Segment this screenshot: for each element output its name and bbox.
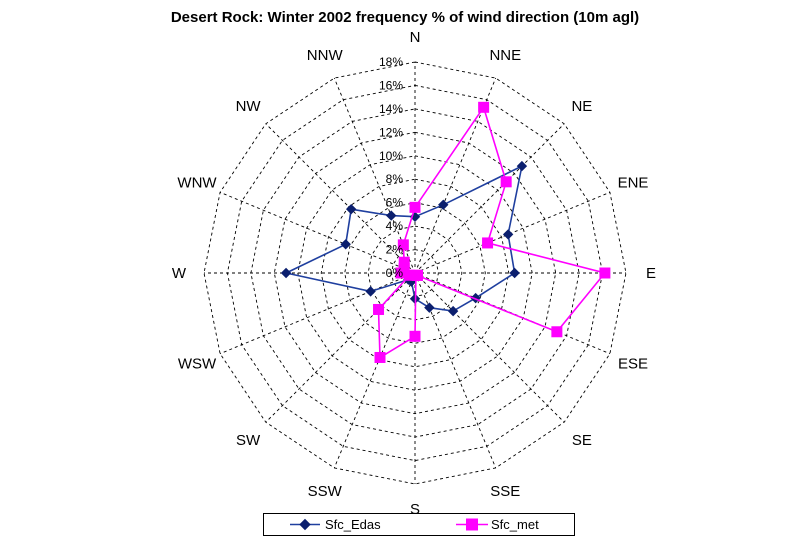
category-label-ene: ENE — [618, 175, 649, 192]
radial-tick-label: 6% — [386, 196, 404, 210]
category-label-s: S — [410, 501, 420, 518]
category-label-n: N — [410, 29, 421, 46]
grid-spoke — [414, 272, 497, 469]
data-point-sfc-edas-wsw — [365, 286, 376, 297]
data-point-sfc-edas-se — [447, 305, 459, 317]
data-point-sfc-met-s — [409, 330, 421, 342]
category-label-e: E — [646, 265, 656, 282]
radial-tick-label: 14% — [379, 102, 403, 116]
series-line-sfc-met — [377, 105, 607, 359]
grid-ring — [344, 202, 486, 344]
grid-spoke — [265, 272, 416, 423]
category-label-nw: NW — [236, 98, 262, 115]
legend-label-sfc-edas: Sfc_Edas — [325, 517, 381, 532]
data-point-sfc-edas-nw — [345, 203, 357, 215]
grid-spoke — [265, 123, 416, 274]
radial-tick-label: 8% — [386, 172, 404, 186]
category-label-wsw: WSW — [178, 355, 217, 372]
radial-tick-label: 0% — [386, 266, 404, 280]
radial-tick-label: 16% — [379, 78, 403, 92]
grid-spoke — [414, 123, 565, 274]
data-point-sfc-edas-sse — [424, 302, 435, 313]
grid-spoke — [219, 272, 416, 355]
category-label-ese: ESE — [618, 355, 648, 372]
data-point-sfc-met-nw — [398, 256, 410, 268]
radar-grid — [203, 61, 627, 485]
category-label-nnw: NNW — [307, 47, 344, 64]
grid-ring — [320, 178, 510, 368]
data-point-sfc-edas-wnw — [340, 239, 351, 250]
grid-spoke — [219, 191, 416, 274]
data-point-sfc-met-sw — [373, 303, 385, 315]
category-label-ssw: SSW — [308, 483, 343, 500]
series-sfc-edas — [280, 160, 528, 317]
category-label-se: SE — [572, 432, 592, 449]
radial-tick-label: 10% — [379, 149, 403, 163]
legend-label-sfc-met: Sfc_met — [491, 517, 539, 532]
grid-spoke — [414, 272, 611, 355]
legend-swatch-sfc-edas — [290, 518, 320, 531]
grid-spoke — [414, 191, 611, 274]
data-point-sfc-met-n — [409, 201, 421, 213]
grid-spoke — [333, 272, 416, 469]
category-label-ne: NE — [571, 98, 592, 115]
data-point-sfc-edas-ne — [516, 160, 528, 172]
data-point-sfc-met-nne — [478, 101, 490, 113]
data-point-sfc-met-nnw — [397, 239, 409, 251]
grid-spoke — [333, 77, 416, 274]
radial-tick-label: 12% — [379, 125, 403, 139]
data-point-sfc-edas-nnw — [386, 210, 397, 221]
category-label-sw: SW — [236, 432, 261, 449]
data-point-sfc-edas-w — [280, 267, 292, 279]
category-label-sse: SSE — [490, 483, 520, 500]
category-label-w: W — [172, 265, 187, 282]
data-point-sfc-met-ene — [482, 237, 494, 249]
radial-tick-label: 4% — [386, 219, 404, 233]
data-point-sfc-edas-e — [509, 267, 520, 279]
data-point-sfc-edas-nne — [438, 199, 449, 210]
data-point-sfc-met-ne — [500, 176, 512, 188]
grid-ring — [297, 155, 533, 391]
category-label-nne: NNE — [489, 47, 521, 64]
chart-title: Desert Rock: Winter 2002 frequency % of … — [170, 9, 640, 26]
radial-tick-labels: 0% 2% 4% 6% 8% 10% 12% 14% 16% 18% — [379, 55, 403, 280]
data-point-sfc-met-ese — [551, 326, 563, 338]
category-label-wnw: WNW — [177, 175, 217, 192]
data-point-sfc-edas-ene — [502, 229, 514, 240]
legend-swatch-sfc-met — [456, 518, 488, 531]
category-labels: N NNE NE ENE E ESE SE SSE S SSW SW WSW W WNW NW NNW — [172, 29, 656, 518]
series-group — [280, 101, 611, 363]
data-point-sfc-met-e — [599, 267, 611, 279]
legend-item-sfc-met: Sfc_met — [454, 514, 574, 535]
data-point-sfc-met-ssw — [374, 351, 386, 363]
legend-item-sfc-edas: Sfc_Edas — [286, 514, 416, 535]
grid-spoke — [414, 272, 565, 423]
radial-tick-label: 18% — [379, 55, 403, 69]
series-sfc-met — [373, 101, 611, 363]
legend: Sfc_Edas Sfc_met — [263, 513, 575, 536]
radial-tick-label: 2% — [386, 243, 404, 257]
